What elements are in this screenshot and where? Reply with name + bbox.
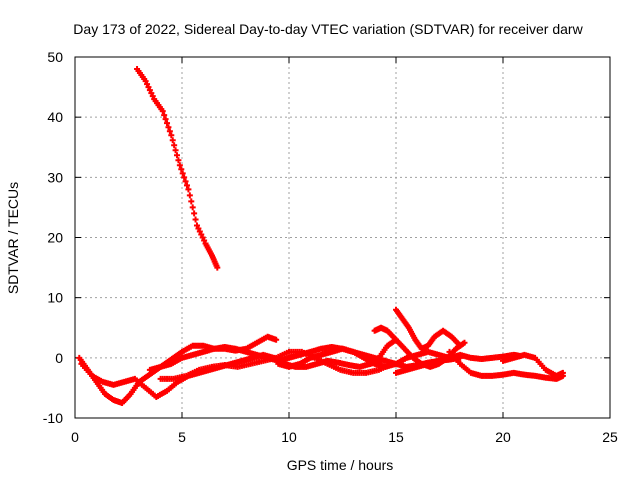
data-point	[149, 93, 156, 100]
data-point	[188, 198, 195, 205]
data-point	[171, 142, 178, 149]
data-point	[176, 162, 183, 169]
series-track-k	[500, 351, 566, 379]
x-tick-label: 25	[602, 429, 618, 445]
data-point	[159, 108, 166, 115]
data-point	[393, 336, 399, 343]
chart-title: Day 173 of 2022, Sidereal Day-to-day VTE…	[73, 21, 583, 37]
y-tick-label: 50	[47, 49, 63, 65]
data-point	[168, 132, 175, 139]
x-tick-label: 20	[495, 429, 511, 445]
y-axis-label: SDTVAR / TECUs	[5, 182, 21, 294]
data-point	[198, 231, 205, 238]
data-point	[185, 186, 192, 193]
series-track-j	[446, 348, 566, 382]
data-point	[162, 116, 169, 123]
y-tick-label: 30	[47, 169, 63, 185]
y-tick-label: 20	[47, 230, 63, 246]
data-point	[195, 225, 202, 232]
data-point	[191, 210, 198, 217]
data-point	[165, 124, 172, 131]
data-point	[214, 264, 221, 271]
data-point	[166, 128, 173, 135]
y-tick-label: 40	[47, 109, 63, 125]
y-tick-label: -10	[43, 410, 63, 426]
data-series	[76, 66, 566, 406]
data-point	[146, 87, 153, 94]
data-point	[457, 342, 464, 349]
data-point	[273, 336, 280, 343]
data-point	[193, 222, 200, 229]
data-point	[175, 157, 182, 164]
x-tick-label: 15	[388, 429, 404, 445]
data-point	[183, 182, 190, 189]
data-point	[182, 178, 189, 185]
series-track-d	[157, 348, 395, 382]
data-point	[201, 237, 208, 244]
data-point	[148, 90, 155, 97]
data-point	[181, 174, 188, 181]
y-tick-label: 10	[47, 290, 63, 306]
data-point	[161, 112, 168, 119]
data-point	[174, 152, 181, 159]
y-tick-label: 0	[55, 350, 63, 366]
series-track-i	[393, 351, 524, 376]
data-point	[178, 166, 185, 173]
plot-frame	[74, 56, 611, 419]
x-tick-label: 0	[71, 429, 79, 445]
data-point	[142, 78, 149, 85]
data-point	[461, 339, 468, 346]
data-point	[186, 192, 193, 199]
data-point	[179, 170, 186, 177]
data-point	[172, 147, 179, 154]
data-point	[189, 204, 196, 211]
data-point	[559, 369, 566, 376]
series-high-arc	[134, 66, 221, 271]
series-track-g	[371, 324, 399, 343]
data-point	[145, 84, 152, 91]
data-point	[164, 120, 171, 127]
x-tick-label: 5	[178, 429, 186, 445]
data-point	[192, 216, 199, 223]
data-point	[144, 81, 151, 88]
x-axis-label: GPS time / hours	[287, 457, 394, 473]
x-tick-label: 10	[281, 429, 297, 445]
data-point	[169, 137, 176, 144]
series-track-h	[393, 306, 464, 352]
data-point	[199, 234, 206, 241]
data-point	[196, 228, 203, 235]
